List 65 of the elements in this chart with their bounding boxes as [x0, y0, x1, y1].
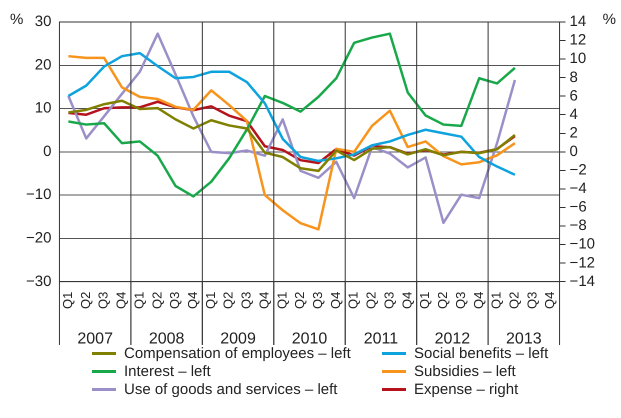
y-tick-label: 0: [43, 142, 52, 160]
legend-label: Compensation of employees – left: [124, 345, 351, 362]
x-tick-label: Q3: [238, 292, 254, 309]
text: 2010: [292, 330, 328, 348]
x-tick-label: Q4: [399, 292, 414, 309]
text: 2007: [77, 330, 114, 348]
x-tick-label: Q2: [435, 292, 450, 309]
x-tick-label: Q3: [452, 292, 468, 309]
y2-tick-label: 10: [570, 50, 586, 68]
y2-tick-label: 6: [570, 87, 578, 104]
x-tick-label: Q3: [96, 292, 111, 309]
y-tick-label: 10: [34, 100, 52, 117]
y2-tick-label: −2: [570, 162, 587, 179]
x-tick-label: Q2: [78, 292, 93, 309]
legend-label: Interest – left: [124, 363, 211, 380]
x-tick-label: Q3: [310, 292, 326, 309]
y2-tick-label: −4: [570, 180, 587, 198]
y2-axis-title: %: [602, 11, 616, 28]
y2-tick-label: −8: [570, 217, 587, 234]
y-tick-label: −10: [26, 186, 52, 204]
text: 2011: [364, 330, 398, 348]
y-axis-title: %: [10, 11, 24, 28]
y2-tick-label: 2: [570, 124, 578, 142]
x-tick-label: Q1: [202, 292, 218, 309]
text: 2013: [506, 330, 542, 348]
x-tick-label: Q1: [60, 292, 75, 309]
x-tick-label: Q2: [149, 292, 164, 309]
x-tick-label: Q2: [220, 292, 236, 309]
y2-tick-label: −6: [570, 198, 587, 216]
legend-label: Use of goods and services – left: [124, 381, 338, 398]
y2-tick-label: −12: [570, 254, 596, 272]
x-tick-label: Q4: [184, 292, 200, 309]
x-tick-label: Q2: [506, 292, 522, 309]
x-tick-label: Q1: [488, 292, 504, 309]
y2-tick-label: 4: [570, 106, 578, 123]
y2-tick-label: −14: [570, 272, 596, 290]
x-tick-label: Q1: [131, 292, 146, 309]
text: 2008: [148, 330, 185, 348]
x-tick-label: Q3: [524, 292, 540, 309]
y2-tick-label: 14: [570, 13, 586, 30]
y-tick-label: −20: [26, 230, 52, 247]
text: 2012: [434, 330, 470, 348]
y2-tick-label: −10: [570, 236, 596, 253]
x-tick-label: Q4: [114, 292, 129, 309]
x-tick-label: Q1: [346, 292, 361, 309]
text: 2009: [220, 330, 256, 348]
x-tick-label: Q4: [542, 292, 558, 309]
y2-tick-label: 0: [570, 142, 578, 160]
x-tick-label: Q2: [364, 292, 379, 309]
legend-label: Expense – right: [414, 381, 518, 398]
x-tick-label: Q4: [328, 292, 343, 309]
x-tick-label: Q3: [381, 292, 396, 309]
y2-tick-label: 12: [570, 32, 586, 49]
legend-label: Social benefits – left: [414, 345, 548, 362]
y-tick-label: 20: [34, 56, 52, 74]
legend-label: Subsidies – left: [414, 363, 516, 380]
x-tick-label: Q4: [256, 292, 272, 309]
x-tick-label: Q3: [167, 292, 182, 309]
y-tick-label: 30: [34, 13, 52, 30]
y2-tick-label: 8: [570, 68, 578, 86]
y-tick-label: −30: [26, 272, 52, 290]
x-tick-label: Q1: [417, 292, 432, 309]
x-tick-label: Q4: [470, 292, 486, 309]
x-tick-label: Q2: [292, 292, 308, 309]
x-tick-label: Q1: [274, 292, 290, 309]
